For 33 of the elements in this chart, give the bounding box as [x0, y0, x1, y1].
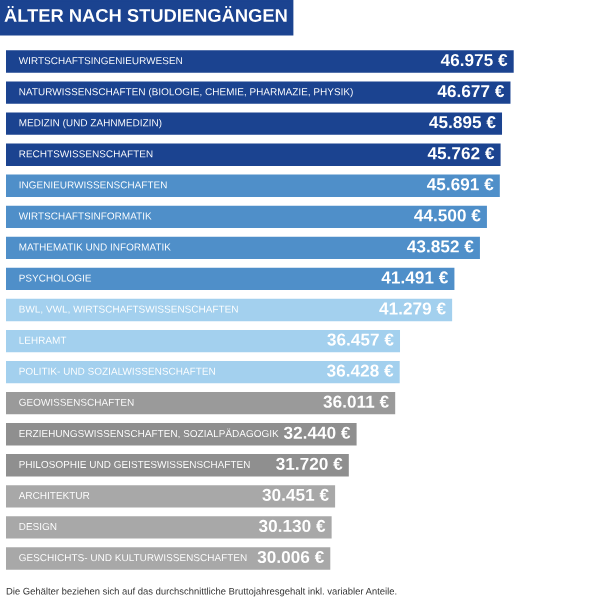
bar: [6, 50, 514, 73]
bar: [6, 516, 332, 539]
data-label: 45.762 €: [427, 147, 495, 160]
data-label: 36.011 €: [323, 395, 389, 408]
data-label: 44.500 €: [414, 209, 481, 222]
bar: [6, 392, 396, 415]
bar: [6, 112, 503, 135]
data-label: 45.691 €: [426, 178, 494, 191]
data-label: 45.895 €: [429, 116, 496, 129]
data-label: 32.440 €: [283, 426, 351, 439]
bar: [6, 329, 401, 353]
data-label: 41.491 €: [381, 271, 449, 284]
data-label: 30.451 €: [262, 488, 329, 501]
bar: [6, 267, 455, 291]
chart-title: ÄLTER NACH STUDIENGÄNGEN: [4, 6, 287, 22]
bar: [6, 236, 480, 260]
bar: [6, 143, 501, 166]
bar: [6, 298, 453, 322]
data-label: 30.130 €: [258, 519, 326, 533]
data-label: 43.852 €: [407, 240, 474, 253]
data-label: 46.975 €: [440, 53, 508, 67]
bar: [6, 547, 331, 570]
bar: [6, 360, 400, 384]
bar: [6, 205, 487, 228]
data-label: 30.006 €: [257, 550, 324, 564]
bar: [6, 174, 500, 197]
data-label: 36.428 €: [326, 364, 394, 377]
bar: [6, 81, 511, 104]
data-label: 41.279 €: [379, 302, 446, 315]
bar: [6, 485, 336, 508]
data-label: 31.720 €: [276, 457, 343, 470]
data-label: 36.457 €: [327, 333, 394, 346]
data-label: 46.677 €: [437, 85, 505, 98]
